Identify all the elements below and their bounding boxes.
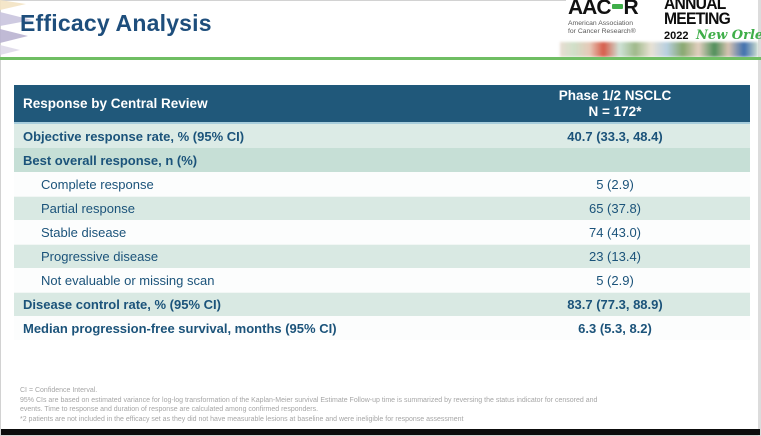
footnote-line: events. Time to response and duration of… xyxy=(20,406,319,414)
cohort-name: Phase 1/2 NSCLC xyxy=(558,87,672,103)
table-row-median-pfs: Median progression-free survival, months… xyxy=(14,316,750,340)
aacr-wordmark: AAC R xyxy=(568,0,660,18)
aacr-letters-right: R xyxy=(623,0,639,19)
row-label: Partial response xyxy=(41,200,135,216)
row-label: Disease control rate, % (95% CI) xyxy=(23,296,221,312)
aacr-wordmark-block: AAC R American Association for Cancer Res… xyxy=(568,0,660,36)
footnote-line: CI = Confidence Interval. xyxy=(20,387,98,394)
row-value: 6.3 (5.3, 8.2) xyxy=(578,320,652,336)
table-row-complete-response: Complete response 5 (2.9) xyxy=(14,172,750,196)
row-label: Not evaluable or missing scan xyxy=(41,272,215,288)
aacr-logo: AAC R American Association for Cancer Res… xyxy=(560,0,761,57)
meeting-city: New Orleans xyxy=(695,28,761,44)
row-value: 40.7 (33.3, 48.4) xyxy=(567,128,663,144)
annual-meeting-block: ANNUAL MEETING 2022 New Orleans xyxy=(664,0,761,45)
association-line2: for Cancer Research® xyxy=(568,28,636,35)
table-row-not-evaluable: Not evaluable or missing scan 5 (2.9) xyxy=(14,268,750,292)
aacr-letters-left: AAC xyxy=(568,0,611,19)
starburst-decoration-icon xyxy=(0,0,32,55)
row-label: Complete response xyxy=(41,176,154,192)
footnotes: CI = Confidence Interval. 95% CIs are ba… xyxy=(20,386,597,424)
row-label: Objective response rate, % (95% CI) xyxy=(23,128,245,144)
slide-right-edge xyxy=(758,0,761,436)
efficacy-table: Response by Central Review Phase 1/2 NSC… xyxy=(14,85,750,340)
bottom-bar xyxy=(1,429,760,435)
table-header-row: Response by Central Review Phase 1/2 NSC… xyxy=(14,85,750,124)
column-header-cohort: Phase 1/2 NSCLC N = 172* xyxy=(480,88,750,120)
row-value: 74 (43.0) xyxy=(588,224,642,240)
association-line1: American Association xyxy=(568,20,633,27)
row-value: 65 (37.8) xyxy=(588,200,642,216)
annual-meeting-line1: ANNUAL xyxy=(664,0,726,13)
row-label: Progressive disease xyxy=(41,248,159,264)
photo-collage-strip xyxy=(560,42,758,57)
annual-meeting-line2: MEETING xyxy=(664,9,731,28)
table-row-progressive-disease: Progressive disease 23 (13.4) xyxy=(14,244,750,268)
table-row-objective-response-rate: Objective response rate, % (95% CI) 40.7… xyxy=(14,124,750,148)
green-divider xyxy=(0,57,761,60)
row-label: Best overall response, n (%) xyxy=(23,152,198,168)
meeting-year: 2022 xyxy=(664,29,689,42)
page-title: Efficacy Analysis xyxy=(20,10,212,36)
meeting-year-city: 2022 New Orleans xyxy=(664,27,761,45)
footnote-line: *2 patients are not included in the effi… xyxy=(20,415,464,423)
cohort-n: N = 172* xyxy=(588,103,642,119)
table-row-partial-response: Partial response 65 (37.8) xyxy=(14,196,750,220)
table-row-best-overall-response: Best overall response, n (%) xyxy=(14,148,750,172)
row-label: Median progression-free survival, months… xyxy=(23,320,337,336)
aacr-association-name: American Association for Cancer Research… xyxy=(568,20,660,36)
table-row-stable-disease: Stable disease 74 (43.0) xyxy=(14,220,750,244)
footnote-line: 95% CIs are based on estimated variance … xyxy=(20,396,598,404)
row-value: 23 (13.4) xyxy=(588,248,642,264)
aacr-green-dash-icon xyxy=(611,4,623,10)
column-header-response: Response by Central Review xyxy=(23,96,208,111)
row-value: 5 (2.9) xyxy=(596,176,634,192)
row-value: 83.7 (77.3, 88.9) xyxy=(567,296,663,312)
row-value: 5 (2.9) xyxy=(596,272,634,288)
table-row-disease-control-rate: Disease control rate, % (95% CI) 83.7 (7… xyxy=(14,292,750,316)
row-label: Stable disease xyxy=(41,224,127,240)
